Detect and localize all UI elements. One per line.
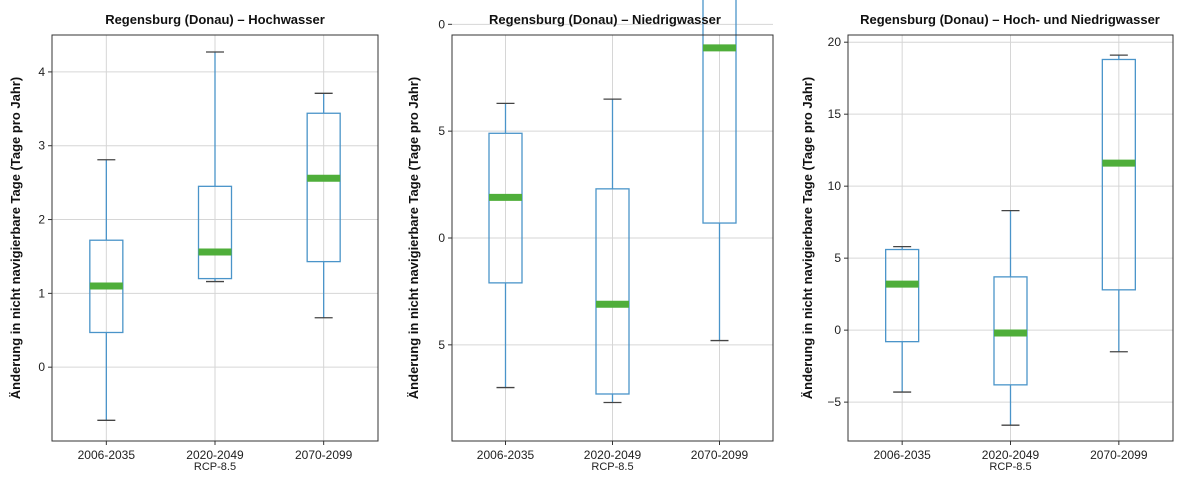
y-tick-label: 5 — [438, 338, 445, 352]
box-iqr — [306, 112, 341, 263]
box-iqr — [885, 248, 920, 343]
chart-title: Regensburg (Donau) – Niedrigwasser — [489, 12, 721, 27]
y-tick-label: −5 — [827, 395, 841, 409]
box-group-2020-2049 — [993, 209, 1028, 426]
x-tick-label: 2070-2099 — [691, 448, 749, 462]
y-axis-label: Änderung in nicht navigierbare Tage (Tag… — [800, 77, 815, 399]
y-tick-label: 0 — [438, 231, 445, 245]
x-tick-label: 2020-2049 — [584, 448, 642, 462]
x-axis-label: RCP-8.5 — [194, 461, 236, 473]
box-group-2020-2049 — [595, 98, 630, 404]
y-axis-label: Änderung in nicht navigierbare Tage (Tag… — [406, 77, 421, 399]
box-group-2070-2099 — [306, 92, 341, 319]
box-group-2006-2035 — [488, 102, 523, 389]
chart-panel-3: −5 0 5 10 15 20 2006-2035 2020-2049 2070-2099 Reg… — [800, 12, 1174, 473]
chart-title: Regensburg (Donau) – Hochwasser — [105, 12, 325, 27]
box-group-2006-2035 — [885, 245, 920, 393]
chart-panel-2: 505052006-20352020-20492070-2099Regensbu… — [406, 0, 774, 473]
y-tick-label: 5 — [834, 251, 841, 265]
y-tick-label: 0 — [38, 360, 45, 374]
x-tick-label: 2006-2035 — [78, 448, 136, 462]
box-group-2020-2049 — [197, 51, 233, 283]
x-tick-label: 2020-2049 — [186, 448, 244, 462]
x-tick-label: 2006-2035 — [873, 448, 931, 462]
y-axis-label: Änderung in nicht navigierbare Tage (Tag… — [8, 77, 23, 399]
box-iqr — [702, 0, 737, 224]
x-tick-label: 2070-2099 — [1090, 448, 1148, 462]
y-tick-label: 5 — [438, 124, 445, 138]
x-tick-label: 2070-2099 — [295, 448, 353, 462]
box-iqr — [488, 132, 523, 284]
x-axis-label: RCP-8.5 — [591, 461, 633, 473]
x-tick-label: 2020-2049 — [982, 448, 1040, 462]
box-iqr — [197, 185, 233, 280]
y-tick-label: 1 — [38, 286, 45, 300]
box-group-2070-2099 — [702, 0, 737, 342]
x-axis-label: RCP-8.5 — [989, 461, 1031, 473]
chart-title: Regensburg (Donau) – Hoch- und Niedrigwa… — [860, 12, 1160, 27]
y-tick-label: 3 — [38, 139, 45, 153]
y-tick-label: 0 — [438, 17, 445, 31]
y-tick-label: 0 — [834, 323, 841, 337]
y-tick-label: 2 — [38, 213, 45, 227]
box-group-2070-2099 — [1101, 54, 1136, 353]
x-tick-label: 2006-2035 — [477, 448, 535, 462]
y-tick-label: 20 — [828, 35, 842, 49]
chart-panel-1: 0 1 2 3 4 2006-2035 2020-2049 2070-2099 Regensbu… — [8, 12, 379, 473]
y-tick-label: 10 — [828, 179, 842, 193]
y-tick-label: 4 — [38, 65, 45, 79]
box-group-2006-2035 — [89, 159, 124, 421]
y-tick-label: 15 — [828, 107, 842, 121]
box-iqr — [595, 188, 630, 395]
box-iqr — [1101, 58, 1136, 291]
